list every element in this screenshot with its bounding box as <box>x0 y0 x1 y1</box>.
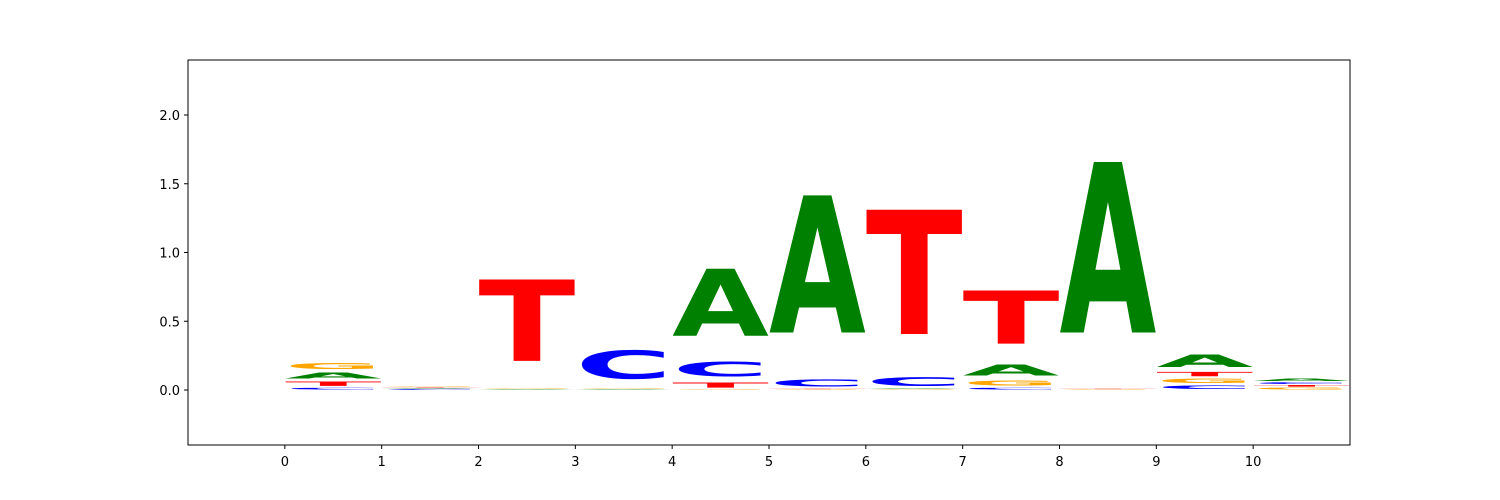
logo-letter-g-pos-0: G <box>285 361 382 371</box>
x-tick-label: 0 <box>281 455 289 470</box>
x-tick-label: 2 <box>474 455 482 470</box>
logo-letter-a-pos-9: A <box>1156 352 1253 371</box>
logo-letter-a-pos-4: A <box>672 250 769 357</box>
logo-letter-g-pos-5: G <box>769 389 866 390</box>
logo-letter-t-pos-4: T <box>672 381 769 389</box>
logo-letter-g-pos-9: G <box>1156 378 1253 385</box>
logo-letter-g-pos-2: G <box>479 388 576 389</box>
logo-letter-a-pos-0: A <box>285 371 382 381</box>
y-axis: 0.0 0.5 1.0 1.5 2.0 <box>159 109 188 399</box>
logo-letter-t-pos-6: T <box>866 175 963 374</box>
logo-letter-t-pos-9: T <box>1156 371 1253 378</box>
x-tick-label: 10 <box>1245 455 1262 470</box>
logo-letter-c-pos-6: C <box>866 375 963 389</box>
x-tick-label: 8 <box>1055 455 1063 470</box>
logo-letter-a-pos-2: A <box>479 389 577 390</box>
logo-letter-g-pos-1: G <box>382 386 479 387</box>
x-tick-label: 5 <box>765 455 773 470</box>
logo-letter-c-pos-4: C <box>672 358 769 381</box>
logo-letter-t-pos-0: T <box>285 380 382 387</box>
logo-letter-g-pos-6: G <box>866 389 963 390</box>
logo-letter-a-pos-1: A <box>382 388 480 389</box>
y-tick-label: 1.5 <box>159 178 180 193</box>
x-tick-label: 7 <box>959 455 967 470</box>
logo-letter-t-pos-2: T <box>479 258 576 388</box>
logo-letter-c-pos-5: C <box>769 378 866 389</box>
x-tick-label: 1 <box>378 455 386 470</box>
logo-letter-c-pos-10: C <box>1253 382 1350 385</box>
logo-letter-t-pos-8: T <box>1060 389 1157 390</box>
x-tick-label: 9 <box>1152 455 1160 470</box>
x-tick-label: 3 <box>571 455 579 470</box>
logo-letter-g-pos-4: G <box>672 389 769 390</box>
logo-letter-a-pos-5: A <box>769 158 866 377</box>
logo-letter-g-pos-3: G <box>575 388 672 389</box>
logo-letter-c-pos-0: C <box>285 387 382 390</box>
logo-letter-c-pos-3: C <box>575 343 672 388</box>
logo-letter-t-pos-7: T <box>963 276 1060 361</box>
y-tick-label: 1.0 <box>159 247 180 262</box>
logo-letter-c-pos-9: C <box>1156 385 1253 390</box>
logo-letter-g-pos-7: G <box>963 379 1060 387</box>
logo-letter-c-pos-7: C <box>963 387 1060 390</box>
logo-letter-t-pos-1: T <box>382 387 479 388</box>
logo-letter-g-pos-10: G <box>1253 387 1350 390</box>
logo-letter-a-pos-8: A <box>1060 117 1157 389</box>
x-tick-label: 6 <box>862 455 870 470</box>
logo-letter-a-pos-7: A <box>963 361 1060 379</box>
logo-letter-c-pos-1: C <box>382 389 479 390</box>
y-tick-label: 0.0 <box>159 384 180 399</box>
y-tick-label: 0.5 <box>159 315 180 330</box>
logo-letter-a-pos-10: A <box>1253 378 1351 382</box>
logo-letter-a-pos-6: A <box>866 389 964 390</box>
logo-letter-a-pos-3: A <box>575 389 673 390</box>
x-tick-label: 4 <box>668 455 676 470</box>
y-tick-label: 2.0 <box>159 109 180 124</box>
x-axis: 0 1 2 3 4 5 6 7 8 9 10 <box>281 445 1262 470</box>
logo-letter-t-pos-10: T <box>1253 385 1350 388</box>
logo-letter-t-pos-5: T <box>769 389 866 390</box>
